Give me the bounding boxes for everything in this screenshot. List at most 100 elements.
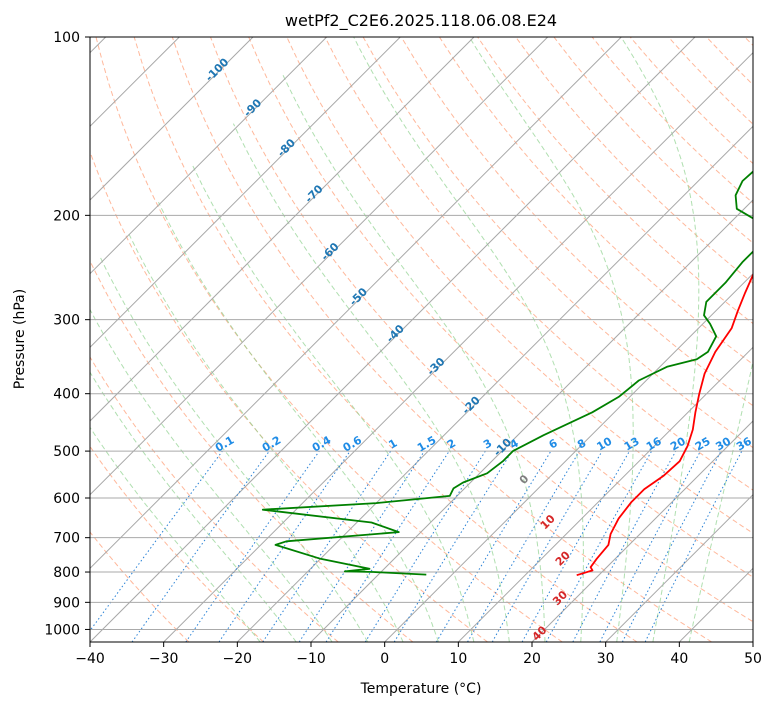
isotherm (90, 37, 622, 570)
moist-adiabat (158, 201, 439, 642)
moist-adiabat (688, 358, 753, 642)
moist-adiabat-label: 20 (553, 548, 573, 568)
moist-adiabat (468, 37, 634, 642)
x-tick-label: −40 (75, 651, 105, 667)
mixing-ratio-line (521, 450, 630, 642)
x-tick-label: 10 (449, 651, 467, 667)
moist-adiabat (281, 72, 546, 642)
mixing-ratio-line (545, 450, 653, 642)
x-tick-label: 30 (597, 651, 615, 667)
plot-frame (89, 36, 754, 643)
isotherm (678, 567, 753, 642)
isotherm (163, 51, 753, 642)
dry-adiabat (95, 37, 563, 642)
mixing-ratio-line (435, 450, 552, 642)
dry-adiabat (171, 37, 712, 642)
mixing-ratio-line (599, 450, 701, 642)
moist-adiabat (128, 233, 404, 642)
y-tick-label: 500 (53, 444, 80, 460)
y-tick-label: 100 (53, 30, 80, 46)
dry-adiabat (324, 37, 753, 491)
mixing-ratio-label: 2 (445, 437, 458, 452)
moist-adiabat (353, 37, 584, 642)
moist-adiabat-label: 30 (550, 588, 570, 608)
dry-adiabat (90, 356, 339, 642)
y-tick-label: 300 (53, 313, 80, 329)
dry-adiabat (438, 37, 753, 366)
mixing-ratio-line (131, 450, 270, 642)
dry-adiabat (90, 259, 414, 642)
mixing-ratio-line (298, 450, 425, 642)
moist-adiabat (90, 426, 261, 642)
isotherm (90, 37, 549, 496)
dry-adiabat (362, 37, 753, 449)
dry-adiabat-label: -20 (460, 393, 483, 416)
dry-adiabat-label: -50 (347, 285, 370, 308)
y-tick-label: 800 (53, 565, 80, 581)
dry-adiabat (400, 37, 753, 407)
dry-adiabat (90, 445, 264, 642)
background-lines (90, 37, 753, 642)
mixing-ratio-line (572, 450, 677, 642)
isotherm (531, 420, 753, 642)
dry-adiabat (90, 531, 190, 642)
temperature-profile (576, 272, 753, 577)
mixing-ratio-line (185, 450, 320, 642)
dry-adiabat (90, 150, 488, 642)
moist-adiabat (192, 165, 475, 642)
isotherm (236, 125, 753, 642)
moist-adiabat-label: 10 (538, 512, 558, 532)
y-tick-label: 400 (53, 387, 80, 403)
moist-adiabat-label: 0 (517, 472, 532, 487)
dry-adiabat (210, 37, 753, 623)
mixing-ratio-label: 6 (547, 436, 560, 451)
isotherm (90, 37, 254, 201)
mixing-ratio-line (644, 450, 743, 642)
x-tick-label: 50 (744, 651, 762, 667)
mixing-ratio-label: 1 (386, 437, 399, 452)
dry-adiabat (553, 37, 753, 244)
line-labels: 0.1 0.2 0.4 0.6 1 1.5 2 3 4 6 8 10 13 16 20 25 30 36-100-… (203, 55, 754, 643)
dry-adiabat-label: -70 (302, 182, 325, 205)
chart-title: wetPf2_C2E6.2025.118.06.08.E24 (285, 11, 557, 31)
isotherm (457, 346, 753, 642)
dry-adiabat (133, 37, 638, 642)
pressure-gridlines (90, 36, 753, 630)
dry-adiabat (744, 37, 753, 47)
x-tick-label: −10 (296, 651, 326, 667)
x-tick-label: 20 (523, 651, 541, 667)
mixing-ratio-line (90, 450, 223, 632)
isotherm (384, 272, 753, 642)
moist-adiabat (99, 256, 369, 642)
dry-adiabat (248, 37, 753, 578)
sounding-profiles (261, 170, 753, 577)
moist-adiabat (232, 123, 510, 642)
mixing-ratio-line (621, 450, 722, 642)
dry-adiabat (706, 37, 753, 86)
dry-adiabat (668, 37, 753, 125)
mixing-ratio-line (393, 450, 513, 642)
y-axis-ticks: 100 200 300 400 500 600 700 800 900 1000 (44, 30, 90, 638)
x-tick-label: 40 (670, 651, 688, 667)
x-tick-label: −20 (223, 651, 253, 667)
isotherm (90, 37, 475, 422)
y-tick-label: 600 (53, 491, 80, 507)
dry-adiabat-label: -90 (241, 96, 264, 119)
y-tick-label: 1000 (44, 622, 80, 638)
y-axis-label: Pressure (hPa) (12, 289, 28, 389)
dry-adiabat-label: -40 (384, 322, 407, 345)
moist-adiabat-label: 40 (530, 623, 550, 643)
isotherm (752, 641, 753, 642)
isotherm (310, 199, 753, 642)
dry-adiabat (515, 37, 753, 284)
y-tick-label: 200 (53, 208, 80, 224)
dewpoint-profile (261, 170, 753, 576)
isotherm (605, 493, 753, 642)
mixing-ratio-line (325, 450, 450, 642)
moist-adiabat (90, 308, 333, 642)
mixing-ratio-line (218, 450, 351, 642)
isotherm (90, 37, 696, 642)
dry-adiabat (591, 37, 753, 204)
x-tick-label: 0 (380, 651, 389, 667)
dry-adiabat (477, 37, 753, 325)
